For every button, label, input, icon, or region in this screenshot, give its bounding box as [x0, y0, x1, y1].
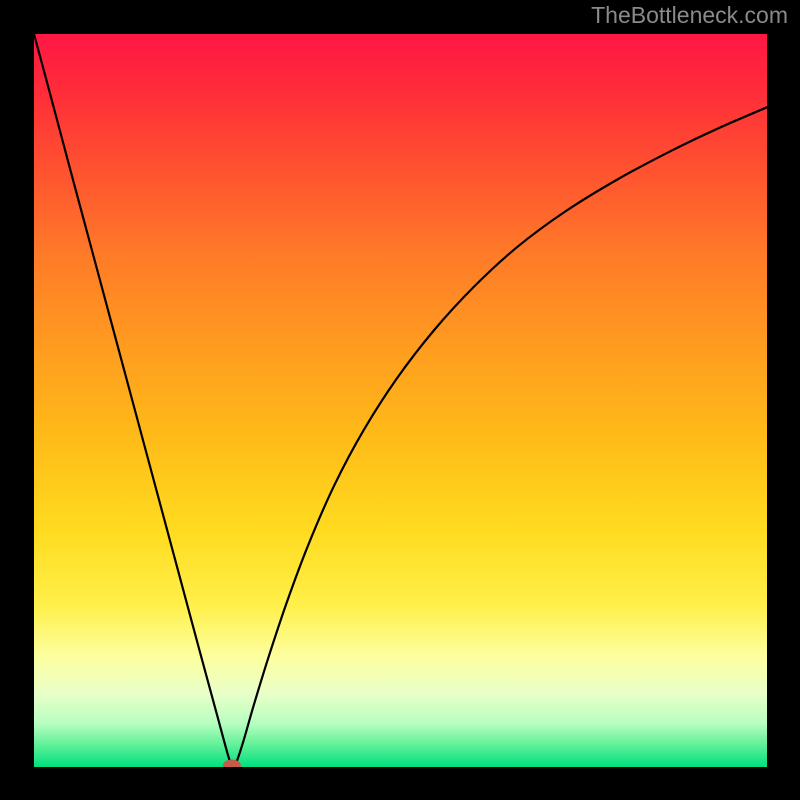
chart-frame: TheBottleneck.com	[0, 0, 800, 800]
watermark-text: TheBottleneck.com	[591, 2, 788, 29]
plot-area	[34, 34, 767, 767]
plot-svg	[34, 34, 767, 767]
plot-background	[34, 34, 767, 767]
